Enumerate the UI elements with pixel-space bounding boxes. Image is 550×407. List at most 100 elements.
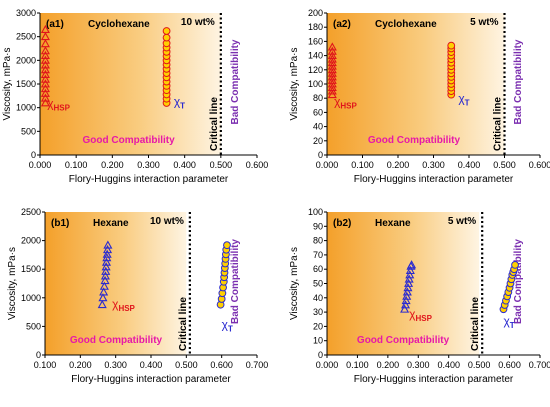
- triangle-point: [407, 260, 417, 269]
- chi-hsp-label: χHSP: [112, 297, 135, 313]
- triangle-point: [101, 266, 111, 275]
- triangle-point: [327, 42, 337, 51]
- y-tick-label: 2000: [21, 236, 41, 246]
- good-compatibility-region: [40, 13, 221, 155]
- x-tick-label: 0.400: [437, 360, 460, 370]
- good-compatibility-region: [45, 212, 187, 355]
- concentration-label: 5 wt%: [448, 216, 476, 227]
- x-tick-label: 0.400: [458, 160, 481, 170]
- x-tick-label: 0.400: [140, 360, 163, 370]
- x-tick-label: 0.600: [498, 360, 521, 370]
- x-tick-label: 0.300: [137, 160, 160, 170]
- x-tick-label: 0.500: [175, 360, 198, 370]
- triangle-point: [103, 245, 113, 254]
- triangle-point: [97, 299, 107, 309]
- triangle-point: [40, 98, 50, 107]
- critical-line-label: Critical line: [178, 297, 189, 351]
- triangle-point: [327, 46, 337, 55]
- series-chi-hsp: [400, 260, 417, 313]
- bad-compatibility-label: Bad Compatibility: [513, 39, 524, 124]
- series-chi-t: [216, 241, 231, 309]
- concentration-label: 10 wt%: [150, 216, 184, 227]
- y-tick-label: 80: [313, 93, 323, 103]
- triangle-point: [40, 50, 50, 60]
- x-tick-label: 0.500: [493, 160, 516, 170]
- good-compatibility-region: [327, 212, 480, 355]
- triangle-point: [402, 287, 412, 296]
- chi-hsp-label: χHSP: [47, 97, 70, 113]
- y-tick-label: 20: [313, 136, 323, 146]
- x-axis-title: Flory-Huggins interaction parameter: [354, 174, 514, 185]
- x-tick-label: 0.200: [101, 160, 124, 170]
- x-tick-label: 0.100: [34, 360, 57, 370]
- triangle-point: [100, 271, 110, 280]
- solvent-label: Cyclohexane: [375, 19, 437, 30]
- bad-compatibility-label: Bad Compatibility: [230, 239, 241, 324]
- chi-hsp-label: χHSP: [334, 94, 357, 110]
- y-tick-label: 2500: [21, 207, 41, 217]
- solvent-label: Hexane: [375, 218, 411, 229]
- triangle-point: [98, 293, 108, 302]
- concentration-label: 5 wt%: [470, 17, 498, 28]
- panel-label: (a2): [333, 19, 351, 30]
- critical-line-label: Critical line: [209, 97, 220, 151]
- x-tick-label: 0.300: [407, 360, 430, 370]
- x-tick-label: 0.000: [316, 160, 339, 170]
- y-tick-label: 1500: [21, 264, 41, 274]
- chart-panel-3: 0 500 1000 1500 2000 2500 0.100 0.200 0.300 0.400…: [7, 207, 268, 385]
- y-tick-label: 0: [36, 350, 41, 360]
- triangle-point: [99, 281, 109, 290]
- y-tick-label: 2500: [16, 32, 36, 42]
- triangle-point: [405, 265, 415, 275]
- y-tick-label: 0: [318, 150, 323, 160]
- triangle-point: [404, 274, 414, 283]
- triangle-point: [99, 287, 109, 296]
- y-tick-label: 60: [313, 264, 323, 274]
- series-chi-hsp: [327, 42, 337, 99]
- y-tick-label: 1500: [16, 79, 36, 89]
- y-axis-title: Viscosity, mPa·s: [7, 247, 18, 320]
- triangle-point: [405, 270, 415, 279]
- x-tick-label: 0.600: [529, 160, 550, 170]
- x-axis-title: Flory-Huggins interaction parameter: [69, 174, 229, 185]
- y-tick-label: 50: [313, 279, 323, 289]
- triangle-point: [40, 84, 50, 93]
- y-tick-label: 70: [313, 250, 323, 260]
- x-tick-label: 0.600: [210, 360, 233, 370]
- circle-point: [447, 41, 456, 50]
- triangle-point: [40, 88, 50, 97]
- circle-point: [162, 27, 171, 35]
- triangle-point: [40, 31, 50, 41]
- y-tick-label: 90: [313, 221, 323, 231]
- triangle-point: [401, 295, 411, 305]
- triangle-point: [404, 278, 414, 287]
- triangle-point: [40, 60, 50, 69]
- triangle-point: [40, 55, 50, 64]
- y-tick-label: 140: [308, 51, 323, 61]
- y-tick-label: 160: [308, 36, 323, 46]
- x-tick-label: 0.400: [173, 160, 196, 170]
- y-tick-label: 500: [21, 126, 36, 136]
- triangle-point: [40, 39, 50, 48]
- y-axis-title: Viscosity, mPa·s: [289, 247, 300, 320]
- good-compatibility-label: Good Compatibility: [368, 135, 461, 146]
- y-tick-label: 2000: [16, 55, 36, 65]
- triangle-point: [403, 283, 413, 292]
- x-tick-label: 0.000: [29, 160, 52, 170]
- series-chi-t: [162, 27, 171, 107]
- x-tick-label: 0.200: [69, 360, 92, 370]
- solvent-label: Hexane: [93, 218, 129, 229]
- triangle-point: [400, 304, 410, 313]
- x-tick-label: 0.200: [387, 160, 410, 170]
- x-tick-label: 0.000: [316, 360, 339, 370]
- panel-label: (b1): [51, 218, 69, 229]
- series-chi-hsp: [97, 240, 113, 309]
- panel-label: (a1): [46, 19, 64, 30]
- triangle-point: [101, 262, 111, 271]
- chart-panel-2: 0 20 40 60 80 100 120 140 160 180 200 0.000 0.100 0.2…: [289, 8, 550, 185]
- y-tick-label: 1000: [21, 293, 41, 303]
- y-axis-title: Viscosity, mPa·s: [289, 48, 300, 121]
- triangle-point: [101, 257, 112, 266]
- chi-hsp-label: χHSP: [409, 307, 432, 323]
- chart-panel-4: 0 10 20 30 40 50 60 70 80 90 100 0.000 0.100 0.200 0.3…: [289, 207, 550, 385]
